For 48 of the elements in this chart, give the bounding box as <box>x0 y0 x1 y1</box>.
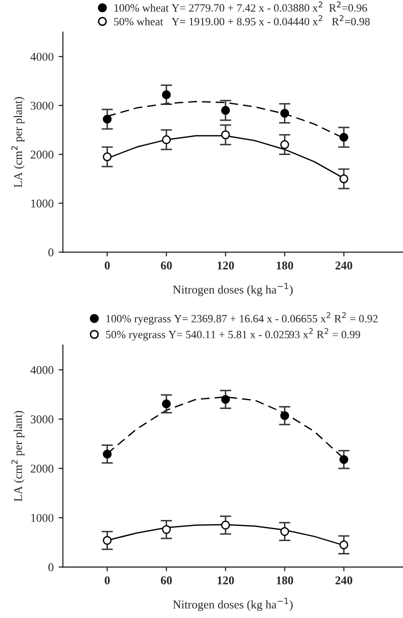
point <box>339 174 348 184</box>
x-tick-label: 120 <box>218 576 234 584</box>
point <box>280 411 290 420</box>
point <box>102 450 112 459</box>
y-tick-label: 3000 <box>30 102 54 110</box>
x-tick-label: 240 <box>335 262 352 270</box>
y-tick-label: 1000 <box>31 200 54 208</box>
y-tick-label: 0 <box>48 248 54 256</box>
text: 50% wheat Y= 1919.00 + 8.95 x - 0.04440 x$^{2}$ R$^{2}$=0.98 <box>114 15 370 26</box>
legend-label: 100% wheat Y= 2779.70 + 7.42 x - 0.03880 x$^{2}$ R$^{2}$=0.96 <box>114 2 368 12</box>
y-tick-label: 2000 <box>30 150 54 159</box>
x-tick-label: 0 <box>104 576 110 584</box>
point <box>102 536 112 545</box>
x-axis-title: Nitrogen doses (kg ha$^{−1}$) <box>173 598 293 611</box>
x-tick-label: 180 <box>276 576 294 584</box>
x-tick-label: 240 <box>335 576 352 584</box>
y-tick-label: 4000 <box>30 52 54 61</box>
x-tick-label: 60 <box>160 262 172 270</box>
point <box>162 135 171 144</box>
y-tick-label: 0 <box>48 563 54 572</box>
legend-label: 50% ryegrass Y= 540.11 + 5.81 x - 0.02593 x$^{2}$ R$^{2}$ = 0.99 <box>106 328 360 341</box>
point <box>339 455 348 464</box>
point <box>162 525 171 534</box>
y-axis-title: LA (cm$^{2}$ per plant) <box>11 410 24 502</box>
point <box>162 90 171 100</box>
point <box>280 140 290 150</box>
point <box>339 132 348 142</box>
x-tick-label: 0 <box>104 262 110 270</box>
legend-label: 100% ryegrass Y= 2369.87 + 16.64 x - 0.06655 x$^{2}$ R$^{2}$ = 0.92 <box>106 312 378 325</box>
point <box>221 106 230 115</box>
x-tick-label: 180 <box>276 262 294 270</box>
y-tick-label: 1000 <box>31 514 54 522</box>
x-axis-title: Nitrogen doses (kg ha$^{−1}$) <box>173 282 293 296</box>
point <box>280 108 290 118</box>
point <box>221 130 230 140</box>
y-tick-label: 2000 <box>30 464 54 473</box>
point <box>221 520 230 530</box>
x-tick-label: 60 <box>160 576 172 584</box>
point <box>221 394 230 404</box>
point <box>102 152 112 162</box>
point <box>280 527 290 536</box>
point <box>162 399 171 408</box>
y-tick-label: 4000 <box>30 366 54 374</box>
x-tick-label: 120 <box>218 262 234 270</box>
point <box>339 540 348 550</box>
y-tick-label: 3000 <box>30 415 54 424</box>
point <box>102 114 112 124</box>
y-axis-title: LA (cm$^{2}$ per plant) <box>11 97 24 188</box>
